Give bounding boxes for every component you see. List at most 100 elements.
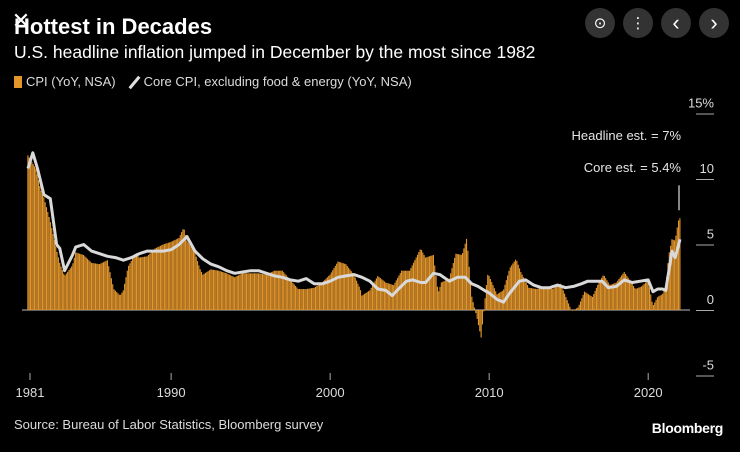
- cpi-bar: [139, 257, 142, 310]
- cpi-bar: [249, 273, 252, 310]
- cpi-bar: [362, 294, 364, 310]
- cpi-bar: [84, 256, 86, 310]
- cpi-bar: [137, 255, 139, 310]
- cpi-bar: [31, 161, 33, 310]
- cpi-bar: [316, 285, 318, 310]
- previous-icon[interactable]: ‹: [661, 8, 691, 38]
- cpi-bar: [409, 270, 411, 310]
- cpi-bar: [583, 291, 586, 310]
- cpi-bar: [248, 273, 250, 310]
- cpi-bar: [664, 288, 666, 310]
- cpi-bar: [477, 310, 480, 326]
- cpi-bar: [53, 240, 55, 310]
- cpi-bar: [253, 273, 256, 310]
- cpi-bar: [124, 283, 126, 310]
- cpi-bar: [538, 288, 540, 310]
- cpi-bar: [644, 282, 647, 310]
- more-options-icon[interactable]: ⋮: [623, 8, 653, 38]
- cpi-bar: [436, 286, 438, 310]
- cpi-bar: [485, 285, 487, 310]
- next-icon[interactable]: ›: [699, 8, 729, 38]
- cpi-bar: [593, 293, 595, 310]
- cpi-bar: [639, 287, 641, 310]
- close-icon[interactable]: ✕: [11, 8, 31, 33]
- cpi-bar: [326, 277, 328, 310]
- cpi-bar: [150, 252, 152, 310]
- cpi-bar: [511, 265, 513, 310]
- y-tick-label: 15%: [688, 96, 714, 111]
- cpi-bar: [206, 272, 208, 310]
- cpi-bar: [199, 269, 201, 310]
- cpi-bar: [667, 263, 669, 310]
- cpi-bar: [32, 164, 34, 310]
- cpi-bar: [69, 268, 71, 310]
- cpi-bar: [194, 252, 196, 310]
- x-tick-label: 1990: [157, 385, 186, 400]
- cpi-bar: [475, 310, 477, 314]
- cpi-bar: [618, 279, 620, 310]
- cpi-bar: [186, 240, 188, 310]
- cpi-bar: [275, 270, 277, 310]
- cpi-bar: [605, 278, 607, 310]
- cpi-bar: [431, 255, 433, 310]
- cpi-bar: [41, 194, 44, 310]
- cpi-bar: [345, 264, 347, 310]
- cpi-bar: [463, 248, 465, 310]
- cpi-bar: [403, 270, 405, 310]
- cpi-bar: [71, 266, 73, 310]
- cpi-bar: [378, 277, 380, 310]
- cpi-bar: [161, 245, 163, 310]
- cpi-bar: [366, 292, 368, 310]
- cpi-bar: [226, 273, 228, 310]
- cpi-bar: [635, 288, 637, 310]
- cpi-bar: [387, 283, 389, 310]
- cpi-bar: [439, 286, 441, 310]
- cpi-bar: [281, 270, 283, 310]
- cpi-bar: [340, 262, 342, 310]
- cpi-bar: [317, 285, 319, 310]
- cpi-bar: [614, 283, 616, 310]
- lens-icon[interactable]: ⊙: [585, 8, 615, 38]
- cpi-bar: [648, 287, 650, 310]
- cpi-bar: [476, 310, 478, 319]
- cpi-bar: [98, 264, 101, 310]
- cpi-bar: [244, 273, 246, 310]
- cpi-bar: [386, 282, 388, 310]
- cpi-bar: [57, 257, 59, 310]
- cpi-bar: [631, 283, 633, 310]
- cpi-bar: [283, 272, 285, 310]
- cpi-bar: [51, 228, 53, 310]
- cpi-bar: [434, 265, 436, 310]
- cpi-bar: [370, 287, 372, 310]
- cpi-bar: [299, 289, 301, 310]
- cpi-bar: [550, 288, 552, 310]
- cpi-bar: [609, 284, 611, 310]
- cpi-bar: [157, 247, 159, 310]
- y-tick-label: 5: [707, 227, 714, 242]
- cpi-bar: [252, 273, 254, 310]
- cpi-bar: [121, 292, 123, 310]
- cpi-bar: [382, 280, 384, 310]
- cpi-bar: [619, 277, 621, 310]
- cpi-bar: [310, 288, 313, 310]
- cpi-bar: [39, 185, 41, 310]
- cpi-bar: [128, 265, 130, 310]
- cpi-bar: [227, 273, 229, 310]
- cpi-bar: [147, 254, 150, 310]
- cpi-bar: [52, 234, 54, 310]
- cpi-bar: [656, 297, 658, 310]
- cpi-bar: [663, 291, 665, 310]
- cpi-bar: [45, 207, 48, 310]
- cpi-bar: [352, 272, 354, 310]
- cpi-bar: [495, 291, 497, 310]
- cpi-bar: [64, 275, 66, 310]
- cpi-bar: [385, 282, 387, 310]
- cpi-bar: [302, 289, 305, 310]
- cpi-bar: [271, 272, 273, 310]
- cpi-bar: [479, 310, 481, 332]
- cpi-bar: [660, 294, 662, 310]
- cpi-bar: [110, 278, 112, 310]
- cpi-bar: [136, 253, 138, 310]
- cpi-bar: [598, 282, 600, 310]
